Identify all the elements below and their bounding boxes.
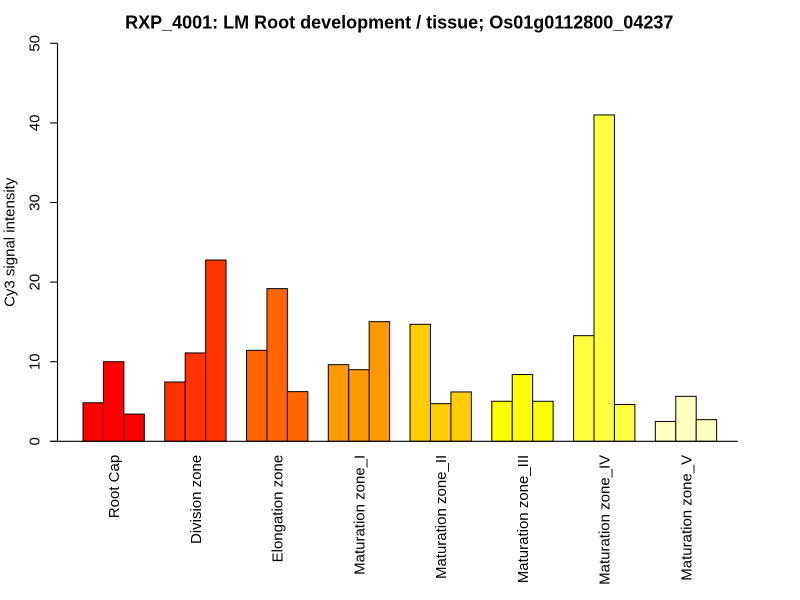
- svg-text:30: 30: [27, 194, 44, 211]
- svg-text:Root Cap: Root Cap: [106, 455, 123, 518]
- svg-text:0: 0: [27, 437, 44, 445]
- svg-text:20: 20: [27, 274, 44, 291]
- svg-text:Maturation zone_IV: Maturation zone_IV: [597, 455, 614, 585]
- svg-text:Division zone: Division zone: [188, 455, 205, 544]
- svg-text:Cy3 signal intensity: Cy3 signal intensity: [2, 177, 19, 307]
- svg-text:50: 50: [27, 35, 44, 52]
- svg-text:Maturation zone_III: Maturation zone_III: [515, 455, 532, 583]
- svg-text:Maturation zone_II: Maturation zone_II: [433, 455, 450, 579]
- svg-text:Maturation zone_I: Maturation zone_I: [351, 455, 368, 575]
- svg-text:Elongation zone: Elongation zone: [270, 455, 287, 563]
- svg-text:RXP_4001: LM Root development: RXP_4001: LM Root development / tissue; …: [125, 12, 673, 32]
- svg-text:10: 10: [27, 353, 44, 370]
- svg-text:Maturation zone_V: Maturation zone_V: [678, 455, 695, 581]
- svg-text:40: 40: [27, 115, 44, 132]
